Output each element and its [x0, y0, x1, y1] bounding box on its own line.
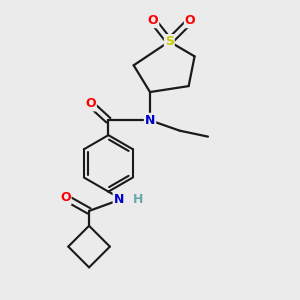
Text: O: O — [85, 98, 96, 110]
Text: N: N — [114, 193, 124, 206]
Text: O: O — [148, 14, 158, 27]
Text: H: H — [133, 193, 143, 206]
Text: S: S — [165, 35, 174, 48]
Text: O: O — [185, 14, 195, 27]
Text: N: N — [145, 114, 155, 127]
Text: O: O — [60, 191, 70, 204]
